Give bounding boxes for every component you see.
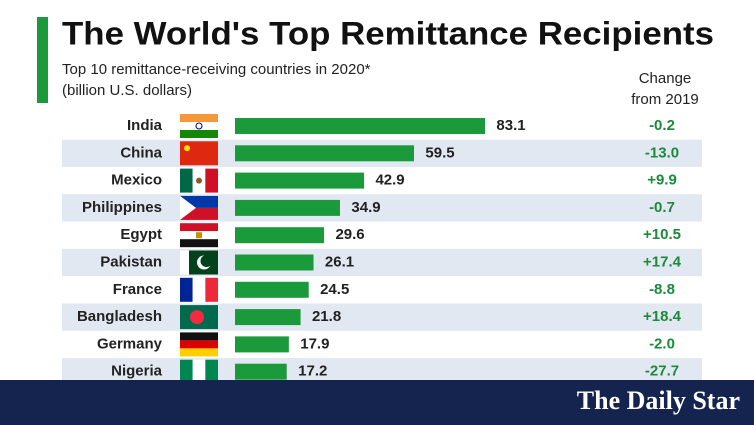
flag: [180, 122, 218, 130]
value-label: 42.9: [375, 172, 404, 189]
category-label: Philippines: [82, 199, 162, 216]
category-label: China: [120, 144, 162, 161]
value-label: 29.6: [335, 226, 364, 243]
footer: [0, 380, 754, 425]
change-header: from 2019: [631, 91, 699, 108]
bar: [235, 363, 287, 380]
row-band: [62, 303, 702, 331]
value-label: 17.9: [300, 335, 329, 352]
change-label: -8.8: [649, 281, 675, 298]
row-band: [62, 248, 702, 277]
flag: [180, 223, 218, 232]
value-label: 21.8: [312, 308, 341, 325]
flag: [196, 232, 202, 239]
value-label: 24.5: [320, 281, 349, 298]
flag: [180, 332, 218, 341]
chart-title: The World's Top Remittance Recipients: [62, 15, 714, 51]
flag: [192, 277, 206, 302]
bar: [235, 336, 289, 353]
flag: [200, 255, 213, 267]
flag: [205, 277, 218, 302]
flag: [205, 168, 218, 193]
category-label: Mexico: [111, 172, 162, 189]
change-label: -2.0: [649, 335, 675, 352]
category-label: Egypt: [120, 226, 162, 243]
rows: India 83.1 -0.2 China 59.5 -13.0 Mexico 42.9 +9.…: [62, 114, 702, 386]
value-label: 34.9: [351, 199, 380, 216]
flag: [180, 141, 218, 166]
category-label: Germany: [97, 335, 163, 352]
bar: [235, 281, 309, 298]
flag: [180, 348, 218, 357]
flag: [196, 177, 202, 184]
bar: [235, 309, 301, 326]
change-label: +10.5: [643, 226, 681, 243]
flag: [180, 114, 218, 122]
value-label: 59.5: [425, 144, 454, 161]
value-label: 26.1: [325, 253, 354, 270]
title-accent: [37, 17, 48, 103]
change-label: -27.7: [645, 363, 679, 380]
bar: [235, 172, 365, 189]
change-label: -0.2: [649, 117, 675, 134]
flag: [180, 250, 189, 275]
change-label: -0.7: [649, 199, 675, 216]
bar: [235, 227, 325, 244]
value-label: 83.1: [496, 117, 525, 134]
flag: [180, 359, 193, 384]
bar: [235, 199, 340, 216]
bar: [235, 145, 415, 162]
flag: [180, 239, 218, 248]
brand: The Daily Star: [577, 386, 740, 415]
flag: [180, 277, 193, 302]
bar: [235, 118, 485, 134]
subtitle: Top 10 remittance-receiving countries in…: [62, 61, 371, 78]
flag: [180, 340, 218, 349]
category-label: Bangladesh: [77, 308, 162, 325]
change-label: +9.9: [647, 172, 677, 189]
row-band: [62, 194, 702, 222]
flag: [195, 122, 203, 130]
category-label: Nigeria: [111, 363, 163, 380]
flag: [180, 168, 193, 193]
change-label: -13.0: [645, 144, 679, 161]
category-label: Pakistan: [100, 253, 162, 270]
category-label: France: [113, 281, 162, 298]
flag: [184, 145, 190, 152]
subtitle: (billion U.S. dollars): [62, 82, 192, 99]
change-label: +17.4: [643, 253, 682, 270]
change-label: +18.4: [643, 308, 682, 325]
flag: [190, 310, 204, 325]
value-label: 17.2: [298, 363, 327, 380]
flag: [205, 359, 218, 384]
bar: [235, 254, 314, 271]
flag: [180, 195, 196, 220]
flag: [192, 359, 206, 384]
category-label: India: [127, 117, 163, 134]
flag: [180, 130, 218, 138]
change-header: Change: [639, 70, 692, 87]
